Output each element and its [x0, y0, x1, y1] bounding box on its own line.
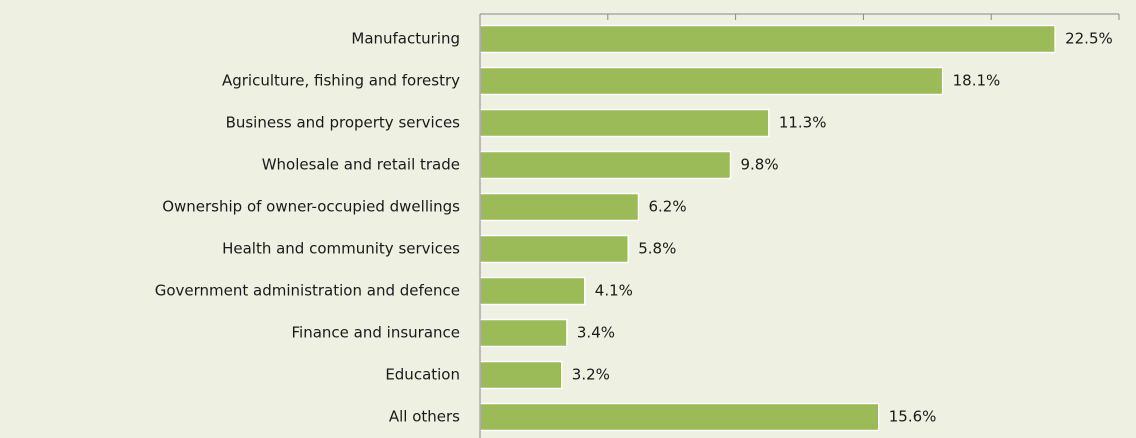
- y-tick-label: Manufacturing: [351, 30, 460, 48]
- bar: [479, 276, 586, 306]
- bar: [479, 108, 770, 138]
- value-label: 3.2%: [572, 366, 610, 384]
- value-label: 3.4%: [577, 324, 615, 342]
- y-tick-label: Wholesale and retail trade: [262, 156, 460, 174]
- value-label: 4.1%: [595, 282, 633, 300]
- bar: [479, 360, 563, 390]
- bar: [479, 402, 880, 432]
- value-label: 9.8%: [740, 156, 778, 174]
- y-tick-label: Agriculture, fishing and forestry: [222, 72, 460, 90]
- value-label: 6.2%: [648, 198, 686, 216]
- y-tick-label: Business and property services: [226, 114, 461, 132]
- y-tick-label: Education: [385, 366, 460, 384]
- value-label: 5.8%: [638, 240, 676, 258]
- value-label: 22.5%: [1065, 30, 1113, 48]
- bar: [479, 24, 1056, 54]
- y-tick-label: Health and community services: [222, 240, 460, 258]
- bar: [479, 234, 629, 264]
- y-tick-label: Finance and insurance: [292, 324, 460, 342]
- bar: [479, 192, 640, 222]
- value-label: 15.6%: [889, 408, 937, 426]
- y-tick-label: Ownership of owner-occupied dwellings: [162, 198, 460, 216]
- y-tick-label: All others: [389, 408, 460, 426]
- bar: [479, 66, 944, 96]
- value-label: 18.1%: [953, 72, 1001, 90]
- bar: [479, 318, 568, 348]
- bar: [479, 150, 732, 180]
- value-label: 11.3%: [779, 114, 827, 132]
- y-tick-label: Government administration and defence: [155, 282, 460, 300]
